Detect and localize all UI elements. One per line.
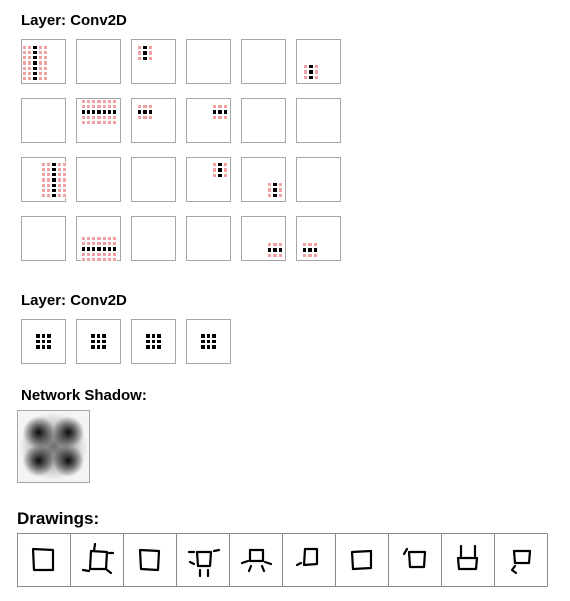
feature-map [131,157,176,202]
feature-map [21,157,67,202]
layer-1-title: Layer: Conv2D [21,12,127,29]
drawing-thumbnail[interactable] [123,533,177,587]
feature-map [76,216,121,262]
square-sketch-icon [350,549,373,571]
drawing-thumbnail[interactable] [17,533,71,587]
feature-map [186,216,231,261]
kernel-3x3-icon [21,319,66,364]
drawing-thumbnail[interactable] [494,533,548,587]
activation-patch [267,182,283,198]
square-sketch-icon [138,548,161,572]
feature-map [186,98,231,143]
feature-map [76,98,121,143]
drawing-thumbnail[interactable] [176,533,230,587]
feature-map [21,216,66,261]
activation-patch [212,162,228,178]
square-sketch-icon [402,547,427,569]
activation-patch [303,64,319,80]
activation-patch [81,236,117,262]
kernel-3x3-icon [76,319,121,364]
feature-map [186,39,231,84]
feature-map [131,39,176,84]
feature-map [296,39,341,84]
square-sketch-icon [295,547,319,567]
activation-patch [22,45,48,81]
drawing-thumbnail[interactable] [70,533,124,587]
activation-patch [81,99,117,125]
kernel-3x3-icon [131,319,176,364]
square-sketch-icon [31,547,55,572]
square-sketch-icon [510,549,532,575]
feature-map [76,157,121,202]
drawing-thumbnail[interactable] [282,533,336,587]
square-sketch-icon [187,548,221,578]
feature-map [21,98,66,143]
feature-map [21,39,66,84]
activation-patch [267,242,283,258]
feature-map [241,39,286,84]
feature-map [76,39,121,84]
drawings-title: Drawings: [17,509,100,528]
feature-map [296,216,341,261]
kernel-3x3-icon [186,319,231,364]
drawing-thumbnail[interactable] [229,533,283,587]
network-shadow-image [17,410,90,483]
network-shadow-title: Network Shadow: [21,387,147,404]
square-sketch-icon [81,542,115,575]
square-sketch-icon [240,548,273,573]
layer-2-title: Layer: Conv2D [21,292,127,309]
drawing-thumbnail[interactable] [388,533,442,587]
square-sketch-icon [456,544,479,571]
feature-map [241,98,286,143]
activation-patch [137,104,153,120]
activation-patch [302,242,318,258]
feature-map [186,157,231,202]
drawing-thumbnail[interactable] [335,533,389,587]
feature-map [296,98,341,143]
feature-map [241,157,286,202]
activation-patch [137,45,153,61]
feature-map [131,98,176,143]
feature-map [241,216,286,261]
drawing-thumbnail[interactable] [441,533,495,587]
feature-map [296,157,341,202]
feature-map [131,216,176,261]
activation-patch [212,104,228,120]
activation-patch [41,162,67,198]
